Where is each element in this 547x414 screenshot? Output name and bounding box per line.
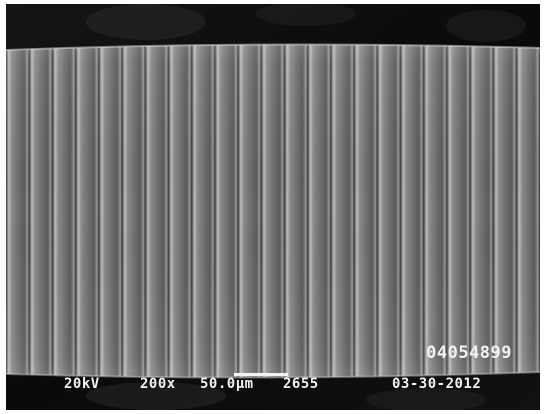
sem-micrograph: 04054899 20kV 200x 50.0µm 2655 03-30-201… xyxy=(6,4,540,410)
scale-bar-label: 50.0µm xyxy=(200,376,254,392)
coil-micrograph-image xyxy=(6,4,540,410)
specimen-id-label: 04054899 xyxy=(426,343,512,363)
scale-bar xyxy=(234,373,288,376)
capture-date: 03-30-2012 xyxy=(392,376,482,392)
frame-number: 2655 xyxy=(283,376,319,392)
micrograph-info-bar: 20kV 200x 50.0µm 2655 03-30-2012 xyxy=(6,373,540,395)
accelerating-voltage: 20kV xyxy=(64,376,100,392)
magnification: 200x xyxy=(140,376,176,392)
